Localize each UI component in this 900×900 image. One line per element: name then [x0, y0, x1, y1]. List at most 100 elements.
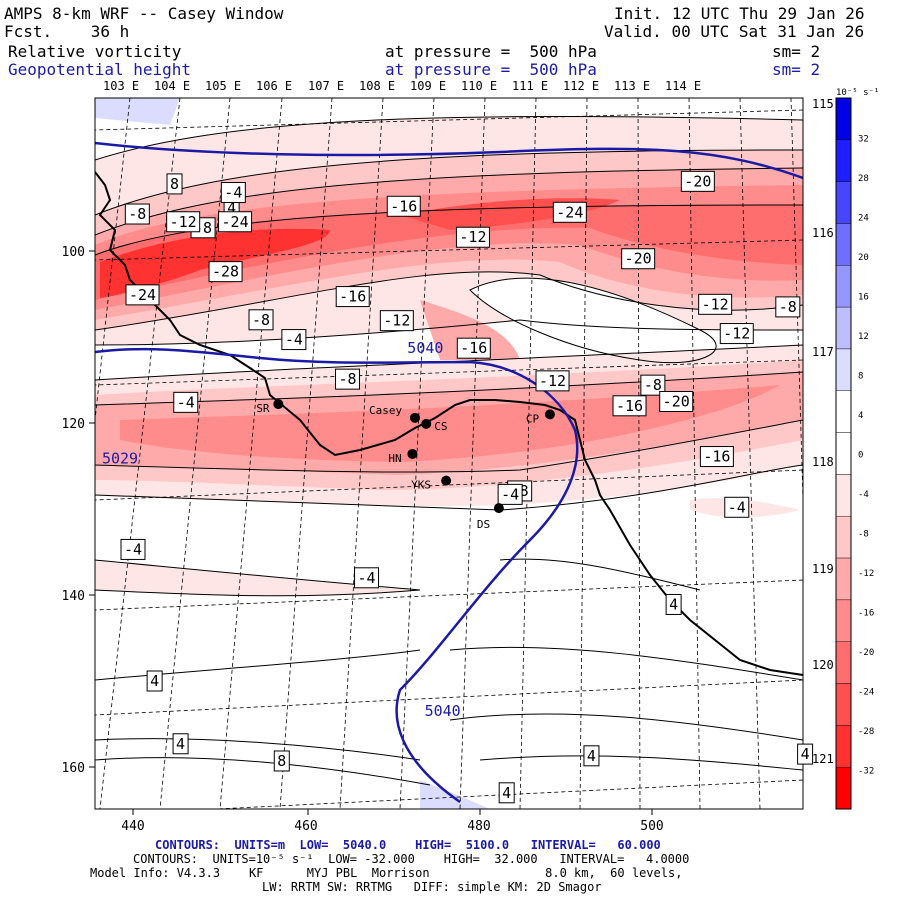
colorbar-swatch [835, 432, 852, 475]
footer-vort-contours: CONTOURS: UNITS=10⁻⁵ s⁻¹ LOW= -32.000 HI… [133, 852, 689, 866]
footer-vort-low: LOW= -32.000 [328, 852, 415, 866]
field1-level: at pressure = 500 hPa [385, 43, 597, 61]
colorbar-tick-label: -4 [858, 490, 869, 500]
colorbar-tick-label: 0 [858, 451, 863, 461]
svg-text:-8: -8 [338, 370, 356, 388]
svg-text:-20: -20 [663, 393, 690, 411]
lon-top-label: 103 E [103, 79, 139, 93]
colorbar-swatch [835, 725, 852, 768]
svg-text:-12: -12 [459, 228, 486, 246]
forecast-label: Fcst. 36 h [4, 23, 129, 41]
fcst-value: 36 h [90, 22, 130, 41]
vorticity-contour-label: 4 [172, 733, 189, 755]
vorticity-contour-label: -4 [354, 567, 380, 589]
svg-text:-12: -12 [539, 372, 566, 390]
svg-text:-16: -16 [390, 197, 417, 215]
y-tick-label: 160 [62, 761, 85, 776]
svg-text:-24: -24 [222, 213, 249, 231]
field2-level-value: 500 hPa [529, 60, 597, 79]
field2-name: Geopotential height [8, 60, 192, 79]
station-ds: DS [477, 503, 504, 531]
svg-text:4: 4 [176, 735, 185, 753]
colorbar-tick-label: 28 [858, 174, 869, 184]
vorticity-contour-label: -12 [455, 226, 490, 248]
svg-text:4: 4 [669, 595, 678, 613]
svg-text:-4: -4 [501, 485, 519, 503]
longitude-top-labels: 103 E 104 E 105 E 106 E 107 E 108 E 109 E 110 E… [103, 79, 701, 93]
svg-text:-12: -12 [723, 325, 750, 343]
vorticity-contour-label: -8 [775, 296, 801, 318]
x-tick-labels: 440 460 480 500 [121, 819, 663, 834]
svg-text:-4: -4 [124, 540, 142, 558]
colorbar-swatch [835, 223, 852, 266]
lon-top-label: 109 E [410, 79, 446, 93]
footer-height-interval: INTERVAL= 60.000 [530, 838, 661, 852]
vorticity-contour-label: -20 [621, 248, 656, 270]
svg-text:-4: -4 [224, 184, 242, 202]
colorbar-tick-label: -28 [858, 727, 874, 737]
colorbar-swatch [835, 139, 852, 182]
valid-time: Valid. 00 UTC Sat 31 Jan 26 [604, 23, 864, 41]
vorticity-contour-label: -8 [124, 203, 150, 225]
map-title: AMPS 8-km WRF -- Casey Window [4, 4, 284, 23]
height-contour-label: 5029 [102, 449, 138, 467]
vorticity-contour-label: -12 [719, 323, 754, 345]
colorbar-swatch [835, 766, 852, 810]
height-contour-label: 5040 [425, 702, 461, 720]
field1-level-value: 500 hPa [529, 42, 597, 61]
height-contour-label: 5040 [407, 339, 443, 357]
colorbar-tick-label: 16 [858, 293, 869, 303]
init-label: Init. [614, 4, 663, 23]
colorbar-swatch [835, 516, 852, 559]
station-markers: SR Casey CS CP HN YKS DS [256, 399, 555, 531]
svg-text:-20: -20 [684, 172, 711, 190]
colorbar-swatch [835, 474, 852, 517]
svg-text:4: 4 [587, 747, 596, 765]
colorbar-tick-label: -8 [858, 530, 869, 540]
vorticity-field [95, 98, 803, 809]
svg-text:-8: -8 [128, 205, 146, 223]
footer-height-contours-label: CONTOURS: [155, 838, 221, 852]
y-tick-label: 140 [62, 589, 85, 604]
svg-text:-16: -16 [616, 397, 643, 415]
svg-text:-16: -16 [703, 448, 730, 466]
lon-top-label: 107 E [308, 79, 344, 93]
svg-text:-4: -4 [285, 331, 303, 349]
colorbar-tick-label: 4 [858, 411, 863, 421]
colorbar-tick-label: 32 [858, 135, 869, 145]
svg-text:-12: -12 [383, 312, 410, 330]
colorbar-swatch [835, 683, 852, 726]
svg-text:YKS: YKS [411, 479, 431, 492]
vorticity-contour-label: -16 [386, 195, 421, 217]
footer-height-contours: CONTOURS: UNITS=m LOW= 5040.0 HIGH= 5100… [155, 838, 661, 852]
init-value: 12 UTC Thu 29 Jan 26 [671, 4, 865, 23]
svg-text:5029: 5029 [102, 449, 138, 467]
vorticity-contour-label: -24 [125, 284, 160, 306]
lon-top-label: 105 E [205, 79, 241, 93]
vorticity-contour-label: -12 [379, 310, 414, 332]
svg-text:-20: -20 [625, 250, 652, 268]
field2-sm: sm= 2 [772, 60, 821, 79]
vorticity-contour-label: -12 [698, 293, 733, 315]
init-time: Init. 12 UTC Thu 29 Jan 26 [614, 5, 864, 23]
x-tick-label: 440 [121, 819, 144, 834]
svg-text:5040: 5040 [425, 702, 461, 720]
vorticity-contour-label: -16 [335, 286, 370, 308]
colorbar-tick-label: 12 [858, 332, 869, 342]
colorbar-tick-label: -24 [858, 688, 874, 698]
lon-top-label: 111 E [512, 79, 548, 93]
svg-text:4: 4 [227, 199, 236, 217]
fcst-label: Fcst. [4, 22, 53, 41]
svg-text:-12: -12 [702, 295, 729, 313]
lon-top-label: 112 E [563, 79, 599, 93]
svg-text:CP: CP [526, 412, 540, 425]
station-cs: CS [421, 418, 447, 433]
svg-text:-8: -8 [644, 376, 662, 394]
lon-top-label: 104 E [154, 79, 190, 93]
svg-text:-16: -16 [339, 288, 366, 306]
svg-text:-24: -24 [556, 203, 583, 221]
y-tick-label: 120 [62, 417, 85, 432]
svg-text:8: 8 [170, 175, 179, 193]
station-casey: Casey [369, 404, 420, 423]
